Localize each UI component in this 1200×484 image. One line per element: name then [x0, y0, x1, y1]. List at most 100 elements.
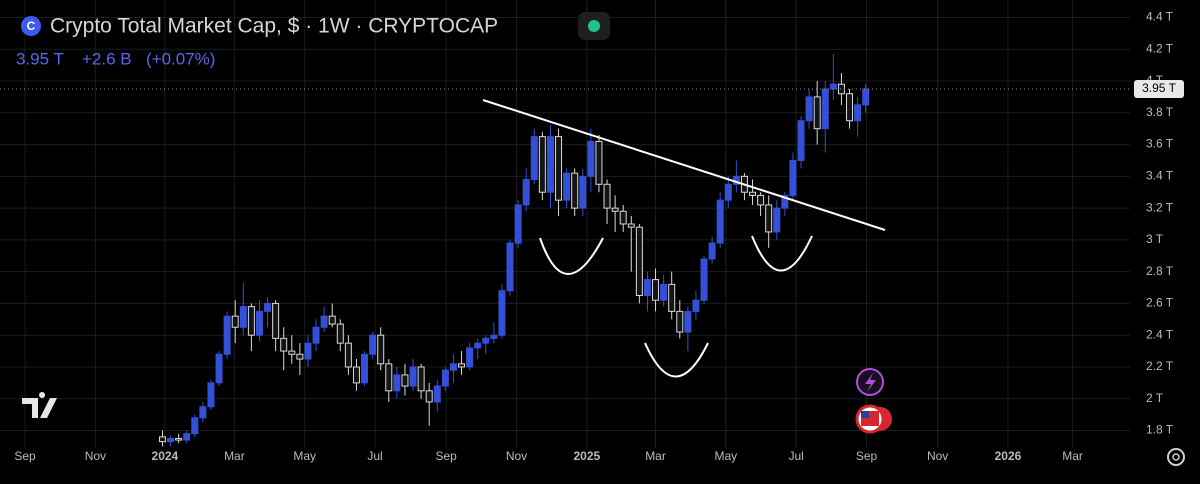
change-value: +2.6 B	[82, 49, 132, 68]
market-status-dot	[588, 20, 600, 32]
y-tick-label: 4.2 T	[1146, 41, 1174, 55]
candle-body	[716, 199, 724, 244]
candle-body	[652, 279, 660, 301]
candle-body	[862, 88, 870, 106]
candle-body	[603, 183, 611, 209]
shoulder-curve	[751, 235, 813, 272]
y-tick-label: 3.2 T	[1146, 200, 1174, 214]
symbol-icon-glyph: C	[27, 19, 36, 33]
head-curve	[644, 342, 709, 378]
x-tick-label: Mar	[645, 449, 666, 463]
settings-button[interactable]	[1167, 448, 1185, 466]
candle-body	[482, 337, 490, 344]
price-label-box	[1134, 79, 1184, 98]
candle-body	[563, 172, 571, 201]
candle-body	[247, 306, 255, 336]
x-tick-label: Mar	[224, 449, 245, 463]
candle-body	[837, 83, 845, 95]
candle-body	[660, 283, 668, 301]
symbol-icon	[21, 16, 41, 36]
candle-body	[700, 258, 708, 301]
candle-body	[676, 310, 684, 333]
candle-body	[425, 390, 433, 403]
x-tick-label: Sep	[14, 449, 36, 463]
candle-body	[352, 366, 360, 384]
candle-body	[555, 136, 563, 201]
candle-body	[490, 334, 498, 339]
candle-body	[191, 417, 199, 435]
candle-body	[829, 83, 837, 90]
candle-body	[458, 363, 466, 368]
candle-body	[611, 207, 619, 212]
x-tick-label: Sep	[436, 449, 458, 463]
candle-body	[587, 140, 595, 177]
candle-body	[571, 172, 579, 209]
candle-body	[724, 183, 732, 201]
candle-body	[328, 315, 336, 325]
tradingview-logo	[22, 392, 57, 418]
candle-body	[215, 353, 223, 384]
last-value: 3.95 T	[16, 49, 64, 68]
y-tick-label: 3.4 T	[1146, 169, 1174, 183]
y-tick-label: 3.8 T	[1146, 105, 1174, 119]
chart-title[interactable]: Crypto Total Market Cap, $ · 1W · CRYPTO…	[50, 15, 498, 38]
candle-body	[789, 159, 797, 196]
price-label: 3.95 T	[1142, 81, 1176, 95]
settings-button-core	[1172, 453, 1180, 461]
candle-body	[207, 382, 215, 408]
candle-body	[643, 279, 651, 296]
candle-body	[522, 179, 530, 206]
candle-body	[255, 310, 263, 336]
candle-body	[336, 323, 344, 344]
candle-body	[466, 347, 474, 368]
y-tick-label: 2.8 T	[1146, 264, 1174, 278]
candle-body	[296, 353, 304, 360]
candle-body	[773, 207, 781, 233]
y-tick-label: 2.2 T	[1146, 359, 1174, 373]
candle-body	[757, 194, 765, 206]
candle-body	[538, 136, 546, 193]
candle-body	[264, 302, 272, 312]
candle-body	[579, 175, 587, 209]
candle-body	[377, 334, 385, 365]
event-icon-glyph	[865, 373, 876, 392]
candle-body	[304, 342, 312, 360]
x-tick-label: 2026	[995, 449, 1022, 463]
candle-body	[272, 302, 280, 339]
candle-body	[175, 437, 183, 441]
x-tick-label: Jul	[367, 449, 382, 463]
x-tick-label: 2025	[573, 449, 600, 463]
candle-body	[183, 433, 191, 441]
candle-body	[449, 363, 457, 371]
candle-body	[813, 96, 821, 130]
y-tick-label: 2.6 T	[1146, 296, 1174, 310]
flag-canton	[861, 411, 869, 418]
y-tick-label: 1.8 T	[1146, 423, 1174, 437]
candle-body	[668, 283, 676, 312]
y-tick-label: 2.4 T	[1146, 327, 1174, 341]
candle-body	[231, 315, 239, 328]
candle-body	[158, 436, 166, 443]
y-tick-label: 2 T	[1146, 391, 1164, 405]
candle-body	[805, 96, 813, 122]
candle-body	[280, 337, 288, 352]
y-tick-label: 4.4 T	[1146, 10, 1174, 24]
candle-body	[320, 315, 328, 328]
candle-body	[474, 342, 482, 349]
candle-body	[846, 93, 854, 122]
x-tick-label: Jul	[789, 449, 804, 463]
x-tick-label: Nov	[85, 449, 106, 463]
candle-body	[708, 242, 716, 260]
candle-body	[199, 406, 207, 419]
candle-body	[506, 242, 514, 292]
candle-body	[401, 374, 409, 387]
x-tick-label: Nov	[927, 449, 948, 463]
candle-body	[692, 299, 700, 312]
x-tick-label: Mar	[1062, 449, 1083, 463]
candle-body	[417, 366, 425, 392]
x-tick-label: May	[293, 449, 316, 463]
candle-body	[369, 334, 377, 355]
x-tick-label: Nov	[506, 449, 527, 463]
candle-body	[765, 204, 773, 233]
